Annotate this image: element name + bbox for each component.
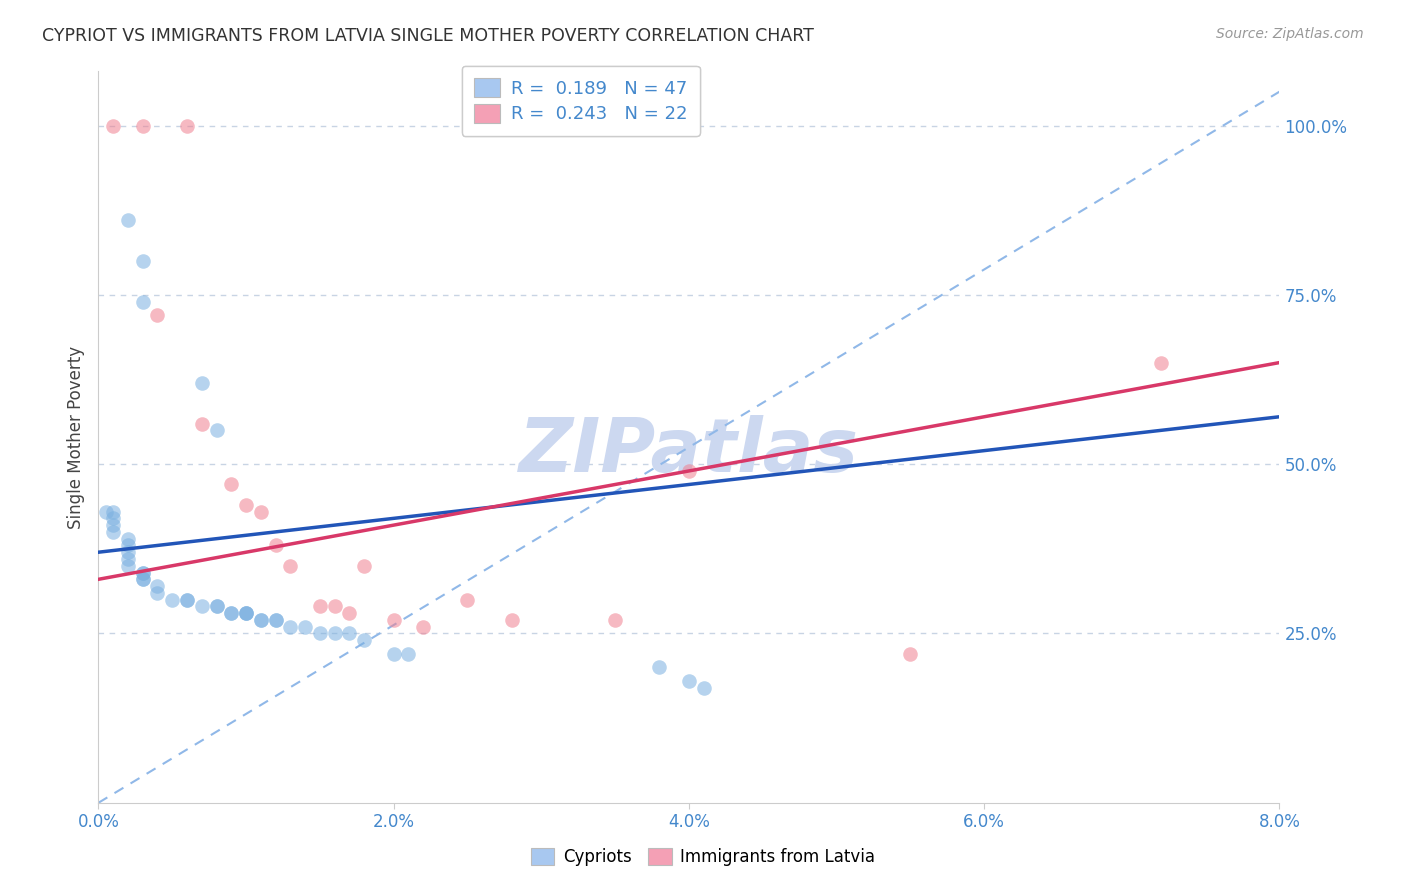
Point <box>264 613 287 627</box>
Text: ZIPatlas: ZIPatlas <box>519 415 859 488</box>
Point <box>176 592 198 607</box>
Point <box>117 558 139 573</box>
Point <box>235 606 257 620</box>
Point <box>219 606 242 620</box>
Point <box>501 613 523 627</box>
Point <box>353 633 375 648</box>
Point <box>353 558 375 573</box>
Point <box>132 254 155 268</box>
Point <box>103 505 125 519</box>
Point <box>382 647 405 661</box>
Point <box>132 572 155 586</box>
Text: Source: ZipAtlas.com: Source: ZipAtlas.com <box>1216 27 1364 41</box>
Point <box>103 524 125 539</box>
Point <box>412 620 434 634</box>
Point <box>219 606 242 620</box>
Point <box>117 532 139 546</box>
Point <box>1150 355 1173 369</box>
Point <box>278 620 302 634</box>
Point <box>648 660 671 674</box>
Point <box>146 308 169 322</box>
Point <box>250 613 273 627</box>
Point <box>117 545 139 559</box>
Point <box>205 599 228 614</box>
Legend: Cypriots, Immigrants from Latvia: Cypriots, Immigrants from Latvia <box>523 840 883 875</box>
Point <box>264 613 287 627</box>
Point <box>146 586 169 600</box>
Point <box>103 518 125 533</box>
Point <box>337 626 360 640</box>
Point <box>94 505 117 519</box>
Point <box>250 505 273 519</box>
Point <box>456 592 478 607</box>
Point <box>146 579 169 593</box>
Point <box>323 599 346 614</box>
Point <box>235 606 257 620</box>
Point <box>191 599 214 614</box>
Point <box>132 566 155 580</box>
Point <box>191 417 214 431</box>
Point <box>250 613 273 627</box>
Point <box>693 681 716 695</box>
Point <box>132 566 155 580</box>
Point <box>900 647 922 661</box>
Point <box>294 620 316 634</box>
Point <box>396 647 419 661</box>
Point <box>382 613 405 627</box>
Text: CYPRIOT VS IMMIGRANTS FROM LATVIA SINGLE MOTHER POVERTY CORRELATION CHART: CYPRIOT VS IMMIGRANTS FROM LATVIA SINGLE… <box>42 27 814 45</box>
Point <box>176 592 198 607</box>
Point <box>103 511 125 525</box>
Point <box>191 376 214 390</box>
Point <box>205 423 228 437</box>
Point <box>235 606 257 620</box>
Point <box>132 119 155 133</box>
Point <box>678 464 700 478</box>
Y-axis label: Single Mother Poverty: Single Mother Poverty <box>66 345 84 529</box>
Point <box>219 477 242 491</box>
Point <box>117 538 139 552</box>
Point <box>605 613 627 627</box>
Point <box>235 498 257 512</box>
Legend: R =  0.189   N = 47, R =  0.243   N = 22: R = 0.189 N = 47, R = 0.243 N = 22 <box>461 66 700 136</box>
Point <box>264 538 287 552</box>
Point <box>323 626 346 640</box>
Point <box>308 599 332 614</box>
Point <box>337 606 360 620</box>
Point <box>278 558 302 573</box>
Point <box>117 213 139 227</box>
Point <box>132 294 155 309</box>
Point <box>132 572 155 586</box>
Point <box>162 592 183 607</box>
Point <box>117 552 139 566</box>
Point <box>103 119 125 133</box>
Point <box>176 119 198 133</box>
Point <box>678 673 700 688</box>
Point <box>308 626 332 640</box>
Point <box>205 599 228 614</box>
